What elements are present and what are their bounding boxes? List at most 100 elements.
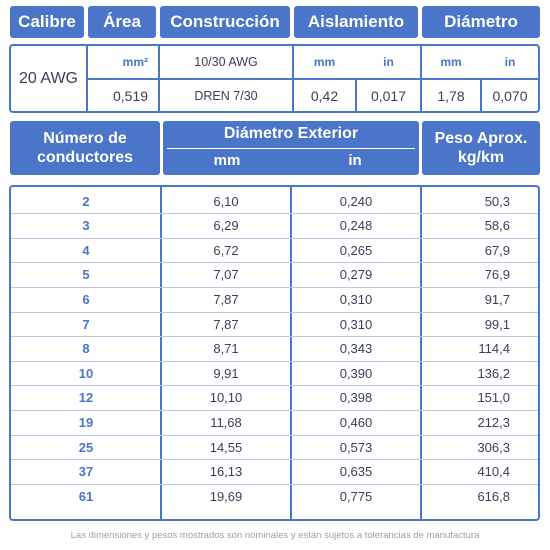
row-divider [11,311,538,313]
conductor-count: 4 [82,242,90,258]
row-divider [11,360,538,362]
divider [420,187,422,519]
diameter-mm: 6,72 [213,242,239,258]
diameter-mm: 19,69 [209,488,243,504]
header-unit-mm: mm [213,152,241,169]
area-value: 0,519 [112,87,148,104]
diameter-in: 0,775 [339,488,373,504]
header-diametro-exterior-label: Diámetro Exterior [223,125,359,142]
diametro-value-in: 0,070 [492,87,528,104]
divider [86,78,538,80]
conductor-count: 7 [82,316,90,332]
conductor-count: 25 [78,439,94,455]
conductor-count: 61 [78,488,94,504]
conductor-count: 10 [78,365,94,381]
diameter-mm: 9,91 [213,365,239,381]
header-peso-line1: Peso Aprox. [434,130,528,147]
diameter-in: 0,310 [339,291,373,307]
weight-kg-km: 136,2 [477,365,510,381]
diameter-in: 0,343 [339,341,373,357]
header-aislamiento: Aislamiento [294,6,418,38]
weight-kg-km: 67,9 [484,242,510,258]
header-construccion: Construcción [160,6,290,38]
construccion-line2: DREN 7/30 [194,88,258,103]
diameter-in: 0,265 [339,242,373,258]
divider [480,79,482,111]
diameter-in: 0,240 [339,193,373,209]
header-numero-line2: conductores [36,149,133,166]
weight-kg-km: 616,8 [477,488,510,504]
table-row: 12 10,10 0,398 151,0 [11,386,538,410]
table-row: 37 16,13 0,635 410,4 [11,460,538,484]
weight-kg-km: 114,4 [478,341,510,357]
aislamiento-value-in: 0,017 [370,87,407,104]
row-divider [11,336,538,338]
header-calibre-label: Calibre [18,12,76,31]
construccion-line1: 10/30 AWG [194,55,258,69]
diameter-mm: 16,13 [209,464,243,480]
aislamiento-unit-mm: mm [313,55,336,69]
diametro-unit-mm: mm [440,55,462,69]
diameter-mm: 11,68 [210,414,242,430]
header-area-label: Área [103,12,141,31]
diameter-mm: 7,87 [213,291,239,307]
table-row: 4 6,72 0,265 67,9 [11,238,538,262]
divider [160,187,162,519]
header-aislamiento-label: Aislamiento [307,12,405,31]
table-row: 10 9,91 0,390 136,2 [11,361,538,385]
calibre-value: 20 AWG [19,69,78,87]
header-diametro-exterior: Diámetro Exterior mm in [163,121,419,175]
row-divider [11,434,538,436]
table-row: 7 7,87 0,310 99,1 [11,312,538,336]
diameter-in: 0,398 [339,390,373,406]
diameter-in: 0,573 [339,439,373,455]
weight-kg-km: 50,3 [484,193,510,209]
conductor-count: 19 [78,414,94,430]
diameter-mm: 7,07 [213,267,239,283]
conductor-count: 12 [78,390,94,406]
diameter-in: 0,390 [339,365,373,381]
diameter-mm: 14,55 [209,439,243,455]
header-numero-conductores: Número de conductores [10,121,160,175]
conductors-table [9,185,540,521]
diameter-in: 0,248 [339,218,373,234]
table-row: 8 8,71 0,343 114,4 [11,337,538,361]
header-diametro-label: Diámetro [444,12,518,31]
diameter-mm: 7,87 [213,316,239,332]
diameter-in: 0,460 [339,414,373,430]
header-diametro: Diámetro [422,6,540,38]
weight-kg-km: 151,0 [477,390,510,406]
weight-kg-km: 306,3 [477,439,510,455]
diameter-mm: 6,10 [213,193,239,209]
area-unit: mm² [122,55,148,69]
footnote: Las dimensiones y pesos mostrados son no… [70,530,480,541]
top-table [9,44,540,113]
divider [167,148,415,149]
aislamiento-value-mm: 0,42 [310,87,339,104]
conductor-count: 8 [82,341,90,357]
row-divider [11,286,538,288]
table-row: 3 6,29 0,248 58,6 [11,214,538,238]
weight-kg-km: 99,1 [484,316,510,332]
diameter-in: 0,279 [339,267,373,283]
table-row: 2 6,10 0,240 50,3 [11,189,538,213]
diametro-value-mm: 1,78 [437,87,465,104]
header-numero-line1: Número de [43,130,127,147]
diameter-in: 0,310 [339,316,373,332]
divider [355,79,357,111]
table-row: 5 7,07 0,279 76,9 [11,263,538,287]
weight-kg-km: 212,3 [477,414,510,430]
divider [290,187,292,519]
diametro-unit-in: in [504,55,516,69]
header-area: Área [88,6,156,38]
weight-kg-km: 58,6 [484,218,510,234]
conductor-count: 2 [82,193,90,209]
conductor-count: 37 [78,464,94,480]
diameter-mm: 6,29 [213,218,239,234]
table-row: 6 7,87 0,310 91,7 [11,287,538,311]
row-divider [11,483,538,485]
header-unit-in: in [348,152,362,169]
row-divider [11,237,538,239]
aislamiento-unit-in: in [383,55,394,69]
diameter-mm: 8,71 [213,341,239,357]
